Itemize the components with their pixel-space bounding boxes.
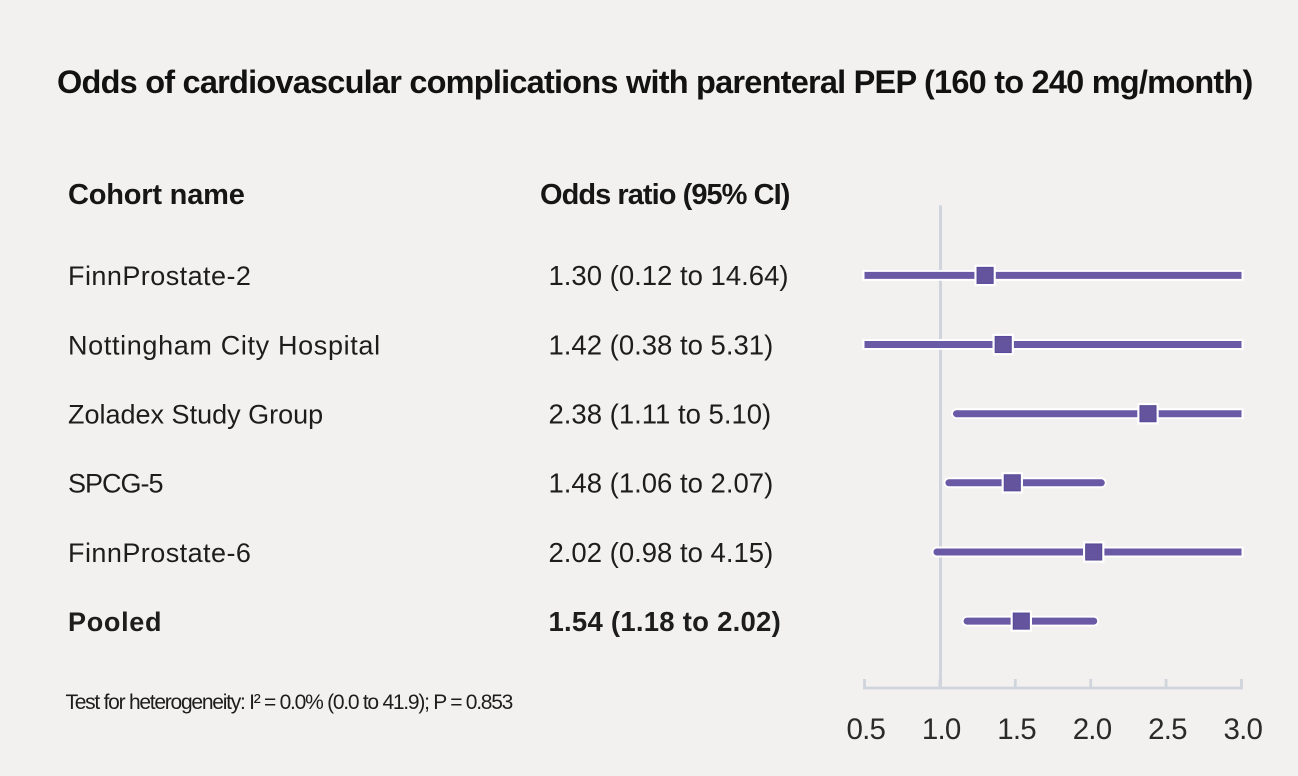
svg-text:1.54 (1.18 to 2.02): 1.54 (1.18 to 2.02) (549, 606, 782, 637)
svg-text:Odds ratio (95% CI): Odds ratio (95% CI) (540, 179, 790, 211)
svg-text:Nottingham City Hospital: Nottingham City Hospital (68, 330, 381, 360)
svg-text:Test for heterogeneity: I² = 0: Test for heterogeneity: I² = 0.0% (0.0 t… (66, 691, 513, 714)
svg-text:1.48 (1.06 to 2.07): 1.48 (1.06 to 2.07) (549, 468, 774, 499)
svg-text:Odds of cardiovascular complic: Odds of cardiovascular complications wit… (57, 64, 1253, 100)
svg-text:2.0: 2.0 (1073, 713, 1112, 746)
svg-text:0.5: 0.5 (846, 713, 885, 746)
svg-text:3.0: 3.0 (1223, 713, 1262, 746)
svg-text:1.0: 1.0 (922, 713, 961, 746)
svg-text:FinnProstate-6: FinnProstate-6 (68, 538, 251, 568)
svg-text:2.02 (0.98 to 4.15): 2.02 (0.98 to 4.15) (549, 537, 774, 568)
svg-text:1.42 (0.38 to 5.31): 1.42 (0.38 to 5.31) (549, 329, 774, 360)
svg-text:FinnProstate-2: FinnProstate-2 (68, 261, 251, 291)
svg-text:2.5: 2.5 (1148, 713, 1187, 746)
svg-text:Cohort name: Cohort name (68, 179, 245, 211)
svg-text:Pooled: Pooled (68, 607, 162, 637)
svg-text:1.5: 1.5 (997, 713, 1036, 746)
svg-text:Zoladex Study Group: Zoladex Study Group (68, 400, 323, 430)
svg-text:1.30 (0.12 to 14.64): 1.30 (0.12 to 14.64) (549, 260, 789, 291)
svg-text:SPCG-5: SPCG-5 (68, 469, 163, 499)
svg-text:2.38 (1.11 to 5.10): 2.38 (1.11 to 5.10) (549, 399, 772, 430)
